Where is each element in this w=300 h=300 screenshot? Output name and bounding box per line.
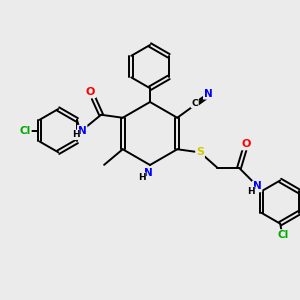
Text: H: H <box>72 130 80 139</box>
Text: H: H <box>138 173 146 182</box>
Text: H: H <box>247 187 255 196</box>
Text: N: N <box>253 182 262 191</box>
Text: Cl: Cl <box>278 230 289 240</box>
Text: O: O <box>86 87 95 97</box>
Text: N: N <box>78 126 87 136</box>
Text: S: S <box>196 147 204 157</box>
Text: N: N <box>204 89 213 99</box>
Text: Cl: Cl <box>20 126 31 136</box>
Text: N: N <box>144 168 153 178</box>
Text: C: C <box>191 98 198 108</box>
Text: O: O <box>241 140 251 149</box>
